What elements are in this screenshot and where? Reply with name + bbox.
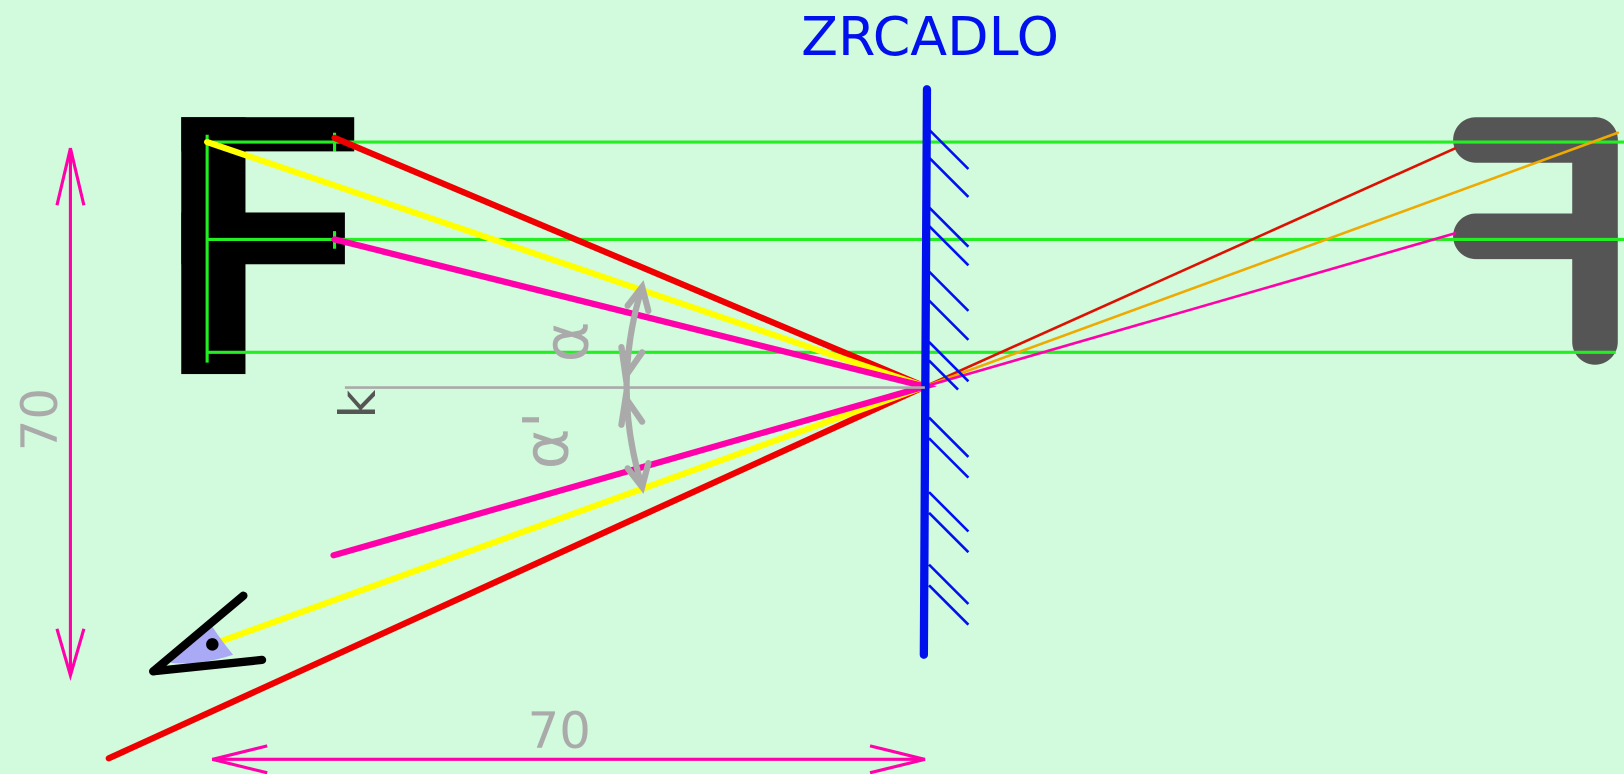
angle-incidence-label: α [529,321,602,362]
mirror-title: ZRCADLO [801,5,1059,68]
dimension-vertical-label: 70 [11,388,69,451]
normal-label: k [329,389,387,418]
diagram: ZRCADLO k α α' 70 70 (() => { const data… [0,0,1624,774]
angle-reflection-label: α' [510,411,583,469]
dimension-horizontal-label: 70 [528,702,591,760]
